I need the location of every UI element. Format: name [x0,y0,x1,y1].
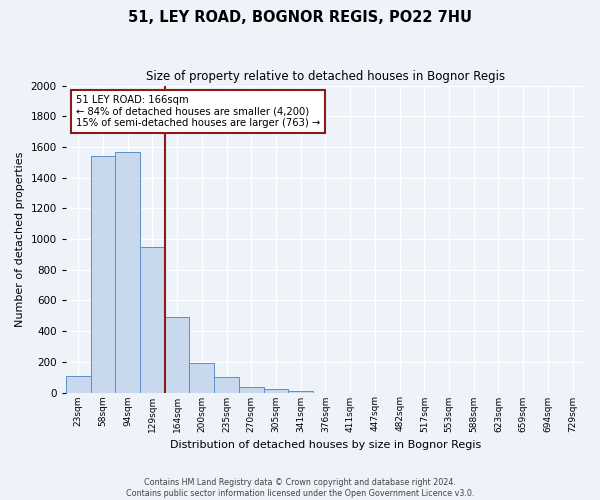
Bar [190,364,214,392]
X-axis label: Distribution of detached houses by size in Bognor Regis: Distribution of detached houses by size … [170,440,481,450]
Text: 51 LEY ROAD: 166sqm
← 84% of detached houses are smaller (4,200)
15% of semi-det: 51 LEY ROAD: 166sqm ← 84% of detached ho… [76,95,320,128]
Bar [165,318,190,392]
Bar [140,246,165,392]
Bar [115,152,140,392]
Title: Size of property relative to detached houses in Bognor Regis: Size of property relative to detached ho… [146,70,505,83]
Bar [214,377,239,392]
Bar [239,387,263,392]
Bar [263,390,289,392]
Bar [91,156,115,392]
Bar [66,376,91,392]
Text: Contains HM Land Registry data © Crown copyright and database right 2024.
Contai: Contains HM Land Registry data © Crown c… [126,478,474,498]
Bar [289,391,313,392]
Text: 51, LEY ROAD, BOGNOR REGIS, PO22 7HU: 51, LEY ROAD, BOGNOR REGIS, PO22 7HU [128,10,472,25]
Y-axis label: Number of detached properties: Number of detached properties [15,152,25,326]
